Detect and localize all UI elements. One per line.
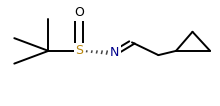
Text: O: O	[74, 6, 84, 19]
Text: S: S	[75, 44, 83, 57]
Text: N: N	[110, 47, 119, 59]
